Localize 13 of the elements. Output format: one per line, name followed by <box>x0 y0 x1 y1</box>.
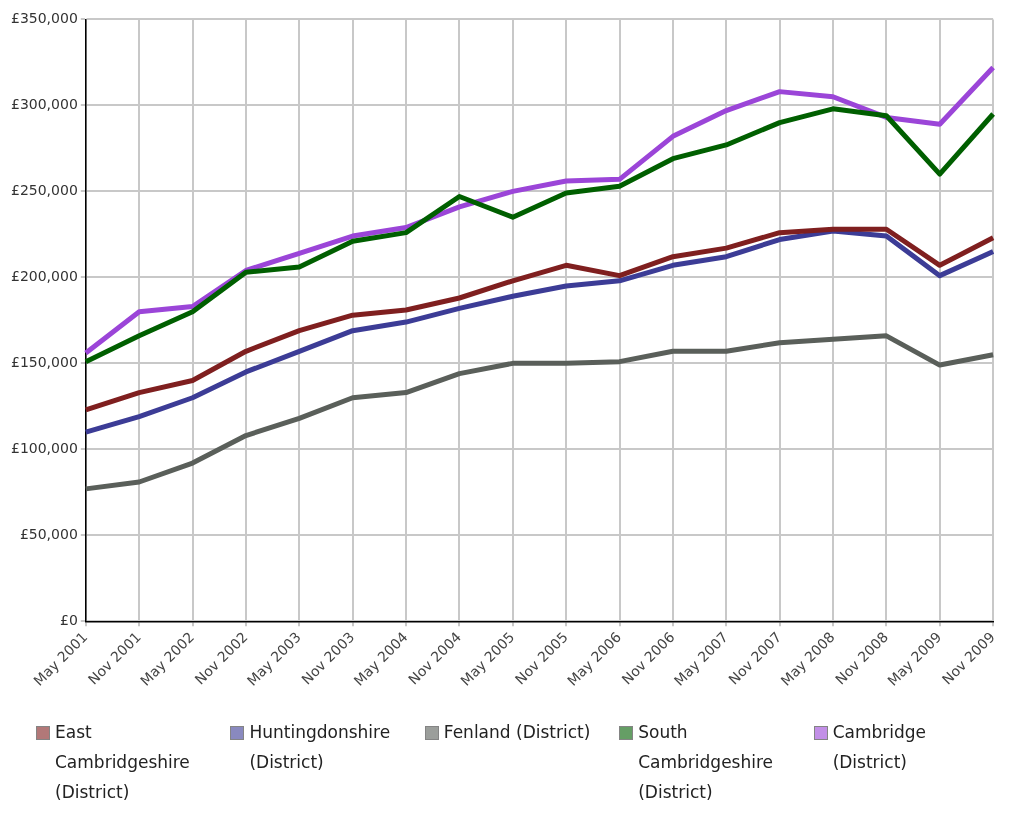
legend-label: Fenland (District) <box>443 721 592 744</box>
y-tick-label: £350,000 <box>10 10 78 27</box>
legend-label: East Cambridgeshire (District) <box>55 721 191 804</box>
legend-label: South Cambridgeshire (District) <box>638 721 775 804</box>
y-tick-label: £100,000 <box>10 439 78 456</box>
y-tick-label: £250,000 <box>10 182 78 199</box>
y-tick-label: £50,000 <box>19 525 78 542</box>
y-tick-label: £200,000 <box>10 268 78 284</box>
legend-label: Huntingdonshire (District) <box>249 721 392 774</box>
y-tick-label: £0 <box>59 611 78 628</box>
y-tick-label: £150,000 <box>10 353 78 370</box>
legend-label: Cambridge (District) <box>832 721 928 774</box>
y-tick-label: £300,000 <box>10 96 78 113</box>
